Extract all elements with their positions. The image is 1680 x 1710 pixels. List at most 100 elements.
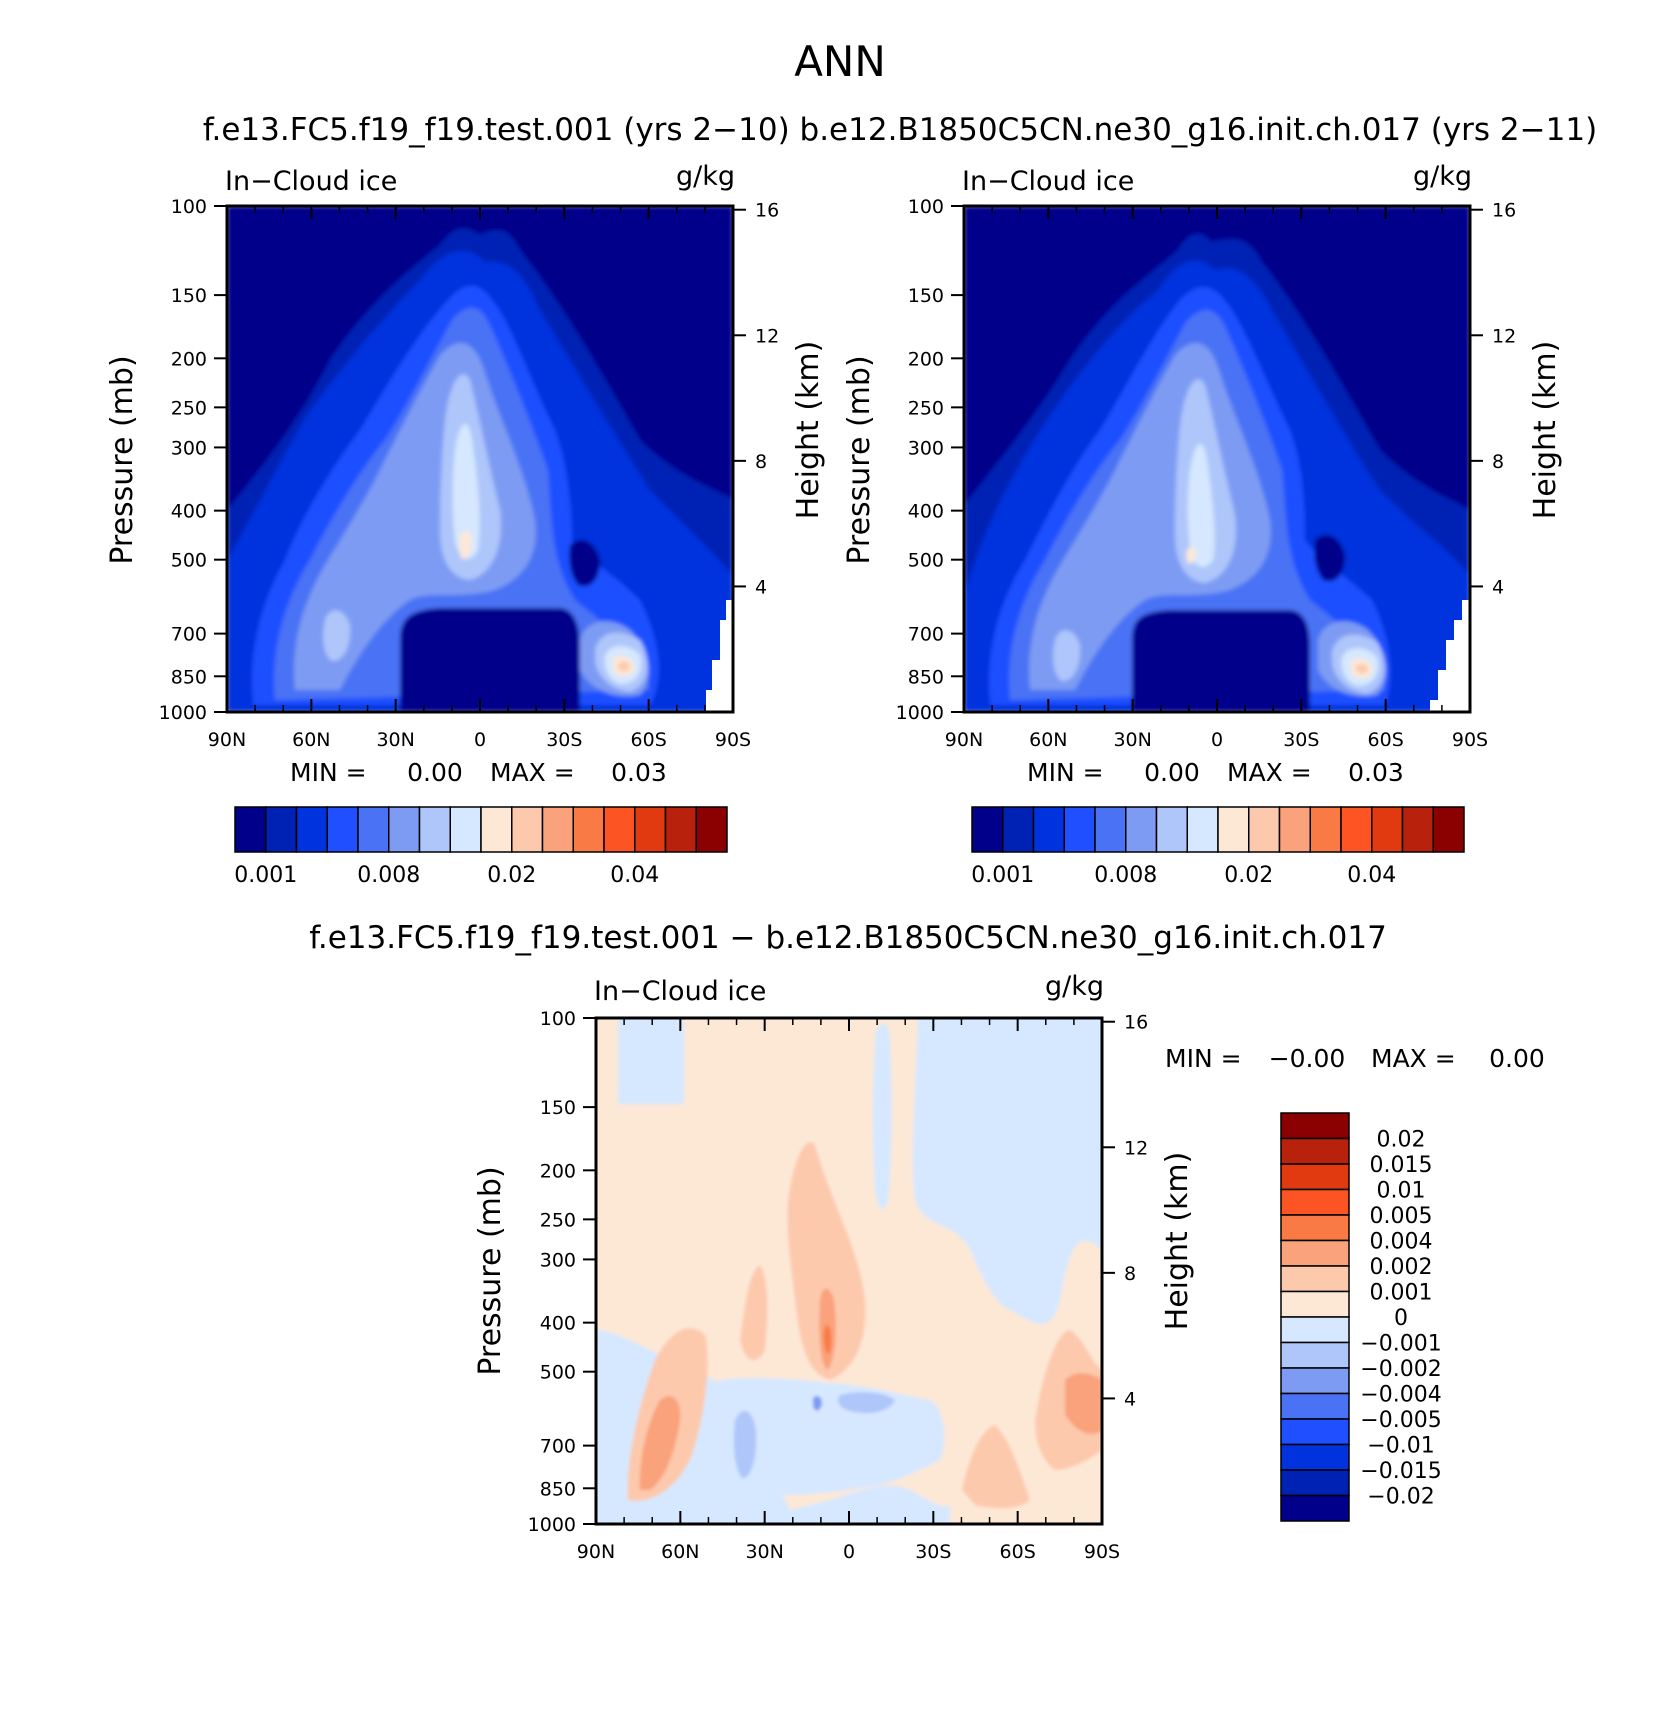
y-tick-label: 700 (171, 624, 207, 646)
x-tick-label: 90S (715, 729, 751, 751)
title-right: g/kg (676, 161, 735, 192)
colorbar-box (1280, 1214, 1350, 1242)
missing-data-mask (706, 600, 733, 712)
y-right-tick-label: 16 (1124, 1012, 1148, 1034)
colorbar-box (388, 806, 421, 853)
x-tick-label: 90S (1452, 729, 1488, 751)
colorbar-box (541, 806, 574, 853)
colorbar-box (480, 806, 513, 853)
colorbar-box (1340, 806, 1373, 853)
y-tick-label: 250 (540, 1209, 576, 1231)
axis-ticks: 90N 60N 30N 0 30S 60S 90S 100 150 200 250 300 400 500… (159, 196, 780, 751)
title-left: In−Cloud ice (962, 166, 1134, 197)
min-value: −0.00 (1269, 1044, 1346, 1073)
title-right: g/kg (1045, 971, 1104, 1002)
colorbar-label: 0.04 (610, 863, 659, 888)
colorbar-box (1280, 1469, 1350, 1497)
colorbar-box (664, 806, 697, 853)
colorbar-box (1280, 1188, 1350, 1216)
colorbar-label: 0.04 (1347, 863, 1396, 888)
colorbar-box (1280, 1494, 1350, 1522)
positive-level-0-005 (823, 1324, 832, 1355)
x-tick-label: 30N (1113, 729, 1151, 751)
axis-ticks: 90N 60N 30N 0 30S 60S 90S 100 150 200 250 300 400 500… (528, 1008, 1149, 1563)
colorbar-box (1280, 1418, 1350, 1446)
y-tick-label: 500 (908, 550, 944, 572)
y-axis-label-right: Height (km) (1160, 1152, 1195, 1331)
y-tick-label: 500 (540, 1362, 576, 1384)
x-tick-label: 90S (1084, 1541, 1120, 1563)
negative-region-tropical-jet (872, 1023, 892, 1209)
y-tick-label: 400 (171, 501, 207, 523)
y-right-tick-label: 8 (1124, 1263, 1136, 1285)
x-tick-label: 60N (1029, 729, 1067, 751)
x-tick-label: 60N (292, 729, 330, 751)
colorbar-box (1280, 1112, 1350, 1140)
negative-level-minus-0-002 (733, 1392, 895, 1479)
colorbar-box (1309, 806, 1342, 853)
x-tick-label: 60S (1368, 729, 1404, 751)
x-tick-label: 30N (376, 729, 414, 751)
colorbar-box (1280, 1316, 1350, 1344)
colorbar-box (634, 806, 667, 853)
southern-cap-cutout (1314, 535, 1345, 582)
negative-level-minus-0-004 (813, 1396, 822, 1411)
y-right-tick-label: 12 (1492, 325, 1516, 347)
y-tick-label: 200 (540, 1160, 576, 1182)
colorbar-label: −0.01 (1367, 1434, 1434, 1459)
negative-region-southern-strat (912, 1018, 1102, 1324)
colorbar-box (295, 806, 328, 853)
colorbar-box (1186, 806, 1219, 853)
min-value: 0.00 (1144, 758, 1200, 787)
colorbar-label: −0.002 (1360, 1357, 1441, 1382)
case-subtitle: f.e13.FC5.f19_f19.test.001 (yrs 2−10) b.… (203, 112, 1597, 148)
colorbar-box (449, 806, 482, 853)
colorbar-box (1371, 806, 1404, 853)
colorbar-label: −0.004 (1360, 1383, 1441, 1408)
model-contour-field (227, 206, 733, 712)
y-tick-label: 200 (171, 348, 207, 370)
y-tick-label: 300 (908, 437, 944, 459)
y-tick-label: 100 (540, 1008, 576, 1030)
colorbar-box (418, 806, 451, 853)
contour-low-level-cutout (400, 608, 580, 712)
colorbar-box (1280, 1265, 1350, 1293)
y-tick-label: 100 (908, 196, 944, 218)
min-label: MIN = (290, 758, 367, 787)
positive-level-0-004-a (639, 1396, 681, 1490)
contour-level-8 (459, 531, 635, 677)
colorbar-label: 0.004 (1370, 1230, 1433, 1255)
contour-level-6 (1053, 379, 1385, 694)
y-tick-label: 850 (908, 666, 944, 688)
positive-level-0-002-c (787, 1142, 866, 1380)
y-axis-label-right: Height (km) (1528, 341, 1563, 520)
y-right-tick-label: 4 (1492, 576, 1504, 598)
colorbar-box (1217, 806, 1250, 853)
y-right-tick-label: 16 (755, 200, 779, 222)
diff-subtitle: f.e13.FC5.f19_f19.test.001 − b.e12.B1850… (309, 920, 1387, 956)
colorbar-box (971, 806, 1004, 853)
max-value: 0.00 (1489, 1044, 1545, 1073)
y-axis-label: Pressure (mb) (473, 1166, 508, 1375)
colorbar-box (1280, 1367, 1350, 1395)
colorbar-label: 0 (1394, 1306, 1408, 1331)
x-tick-label: 30S (1283, 729, 1319, 751)
max-label: MAX = (1227, 758, 1312, 787)
y-tick-label: 400 (908, 501, 944, 523)
southern-cap-cutout (569, 540, 600, 587)
colorbar-label: −0.001 (1360, 1332, 1441, 1357)
colorbar-label: 0.015 (1370, 1153, 1433, 1178)
colorbar-box (1002, 806, 1035, 853)
title-left: In−Cloud ice (225, 166, 397, 197)
colorbar-box (1280, 1341, 1350, 1369)
y-tick-label: 1000 (528, 1514, 576, 1536)
y-tick-label: 400 (540, 1313, 576, 1335)
colorbar-box (695, 806, 728, 853)
colorbar-label: 0.002 (1370, 1255, 1433, 1280)
y-tick-label: 150 (171, 285, 207, 307)
colorbar-box (511, 806, 544, 853)
y-right-tick-label: 8 (755, 451, 767, 473)
positive-level-0-002-d (962, 1425, 1030, 1509)
y-tick-label: 1000 (896, 702, 944, 724)
max-value: 0.03 (611, 758, 667, 787)
